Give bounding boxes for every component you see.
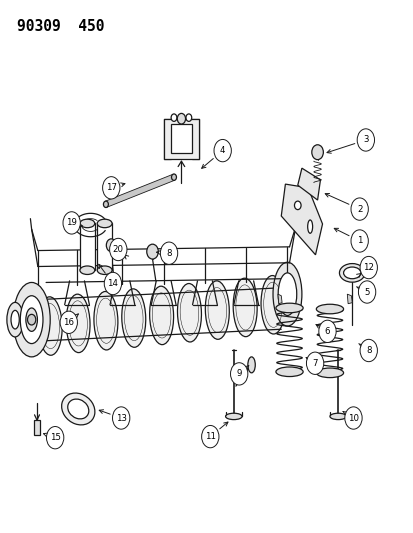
- Text: 7: 7: [311, 359, 317, 368]
- Circle shape: [294, 201, 300, 209]
- Text: 13: 13: [115, 414, 126, 423]
- Circle shape: [103, 201, 108, 207]
- Polygon shape: [297, 168, 320, 200]
- Text: 12: 12: [362, 263, 373, 272]
- Ellipse shape: [329, 413, 346, 419]
- Text: 10: 10: [347, 414, 358, 423]
- Ellipse shape: [13, 282, 50, 357]
- Circle shape: [104, 272, 121, 295]
- Ellipse shape: [339, 264, 364, 282]
- Ellipse shape: [7, 302, 23, 337]
- Circle shape: [356, 129, 374, 151]
- Text: 19: 19: [66, 219, 77, 228]
- Ellipse shape: [62, 393, 95, 425]
- Circle shape: [358, 281, 375, 303]
- Text: 15: 15: [50, 433, 61, 442]
- Circle shape: [102, 176, 120, 199]
- Circle shape: [359, 340, 377, 362]
- Circle shape: [350, 198, 368, 220]
- Text: 4: 4: [219, 146, 225, 155]
- Circle shape: [160, 242, 177, 264]
- Bar: [164, 119, 198, 159]
- Text: 5: 5: [363, 287, 369, 296]
- Text: 3: 3: [362, 135, 368, 144]
- Text: 1: 1: [356, 237, 361, 246]
- Circle shape: [112, 407, 130, 429]
- Polygon shape: [347, 294, 351, 304]
- Circle shape: [171, 174, 176, 180]
- Ellipse shape: [26, 308, 37, 332]
- Ellipse shape: [20, 296, 43, 344]
- Circle shape: [46, 426, 64, 449]
- Bar: [33, 420, 40, 435]
- Text: 6: 6: [324, 327, 330, 336]
- Circle shape: [344, 407, 361, 429]
- Ellipse shape: [275, 303, 302, 313]
- Ellipse shape: [121, 289, 145, 348]
- Bar: [171, 124, 191, 154]
- Circle shape: [63, 212, 80, 234]
- Ellipse shape: [80, 266, 95, 274]
- Circle shape: [230, 363, 247, 385]
- Bar: [97, 223, 112, 270]
- Circle shape: [146, 244, 158, 259]
- Circle shape: [27, 314, 36, 325]
- Ellipse shape: [66, 294, 90, 353]
- Circle shape: [106, 239, 116, 252]
- Ellipse shape: [278, 273, 296, 316]
- Ellipse shape: [94, 292, 118, 350]
- Circle shape: [350, 230, 368, 252]
- Circle shape: [201, 425, 218, 448]
- Ellipse shape: [272, 262, 301, 326]
- Polygon shape: [280, 184, 322, 255]
- Ellipse shape: [97, 219, 112, 228]
- Ellipse shape: [343, 267, 360, 279]
- Text: 17: 17: [105, 183, 116, 192]
- Ellipse shape: [11, 310, 19, 329]
- Text: 8: 8: [166, 249, 171, 258]
- Circle shape: [318, 320, 335, 343]
- Circle shape: [171, 114, 176, 122]
- Ellipse shape: [177, 284, 201, 342]
- Text: 90309  450: 90309 450: [17, 19, 104, 34]
- Polygon shape: [277, 294, 281, 304]
- Circle shape: [177, 114, 185, 124]
- Ellipse shape: [247, 357, 255, 373]
- Ellipse shape: [80, 219, 95, 228]
- Text: 20: 20: [112, 245, 123, 254]
- Circle shape: [311, 145, 323, 160]
- Circle shape: [306, 352, 323, 374]
- Circle shape: [214, 140, 231, 162]
- Circle shape: [185, 114, 191, 122]
- Text: 2: 2: [356, 205, 361, 214]
- Bar: [80, 223, 95, 270]
- Ellipse shape: [275, 367, 302, 376]
- Ellipse shape: [149, 286, 173, 345]
- Text: 14: 14: [107, 279, 118, 288]
- Ellipse shape: [233, 278, 256, 337]
- Circle shape: [109, 238, 127, 261]
- Ellipse shape: [307, 220, 312, 233]
- Ellipse shape: [225, 413, 242, 419]
- Text: 16: 16: [63, 318, 74, 327]
- Ellipse shape: [97, 266, 112, 274]
- Ellipse shape: [261, 276, 284, 334]
- Circle shape: [359, 256, 377, 279]
- Ellipse shape: [38, 297, 62, 356]
- Ellipse shape: [316, 368, 343, 377]
- Circle shape: [60, 311, 77, 334]
- Text: 11: 11: [204, 432, 215, 441]
- Ellipse shape: [316, 304, 343, 314]
- Text: 9: 9: [236, 369, 241, 378]
- Polygon shape: [105, 174, 174, 207]
- Ellipse shape: [205, 281, 229, 340]
- Text: 8: 8: [365, 346, 370, 355]
- Ellipse shape: [68, 399, 89, 419]
